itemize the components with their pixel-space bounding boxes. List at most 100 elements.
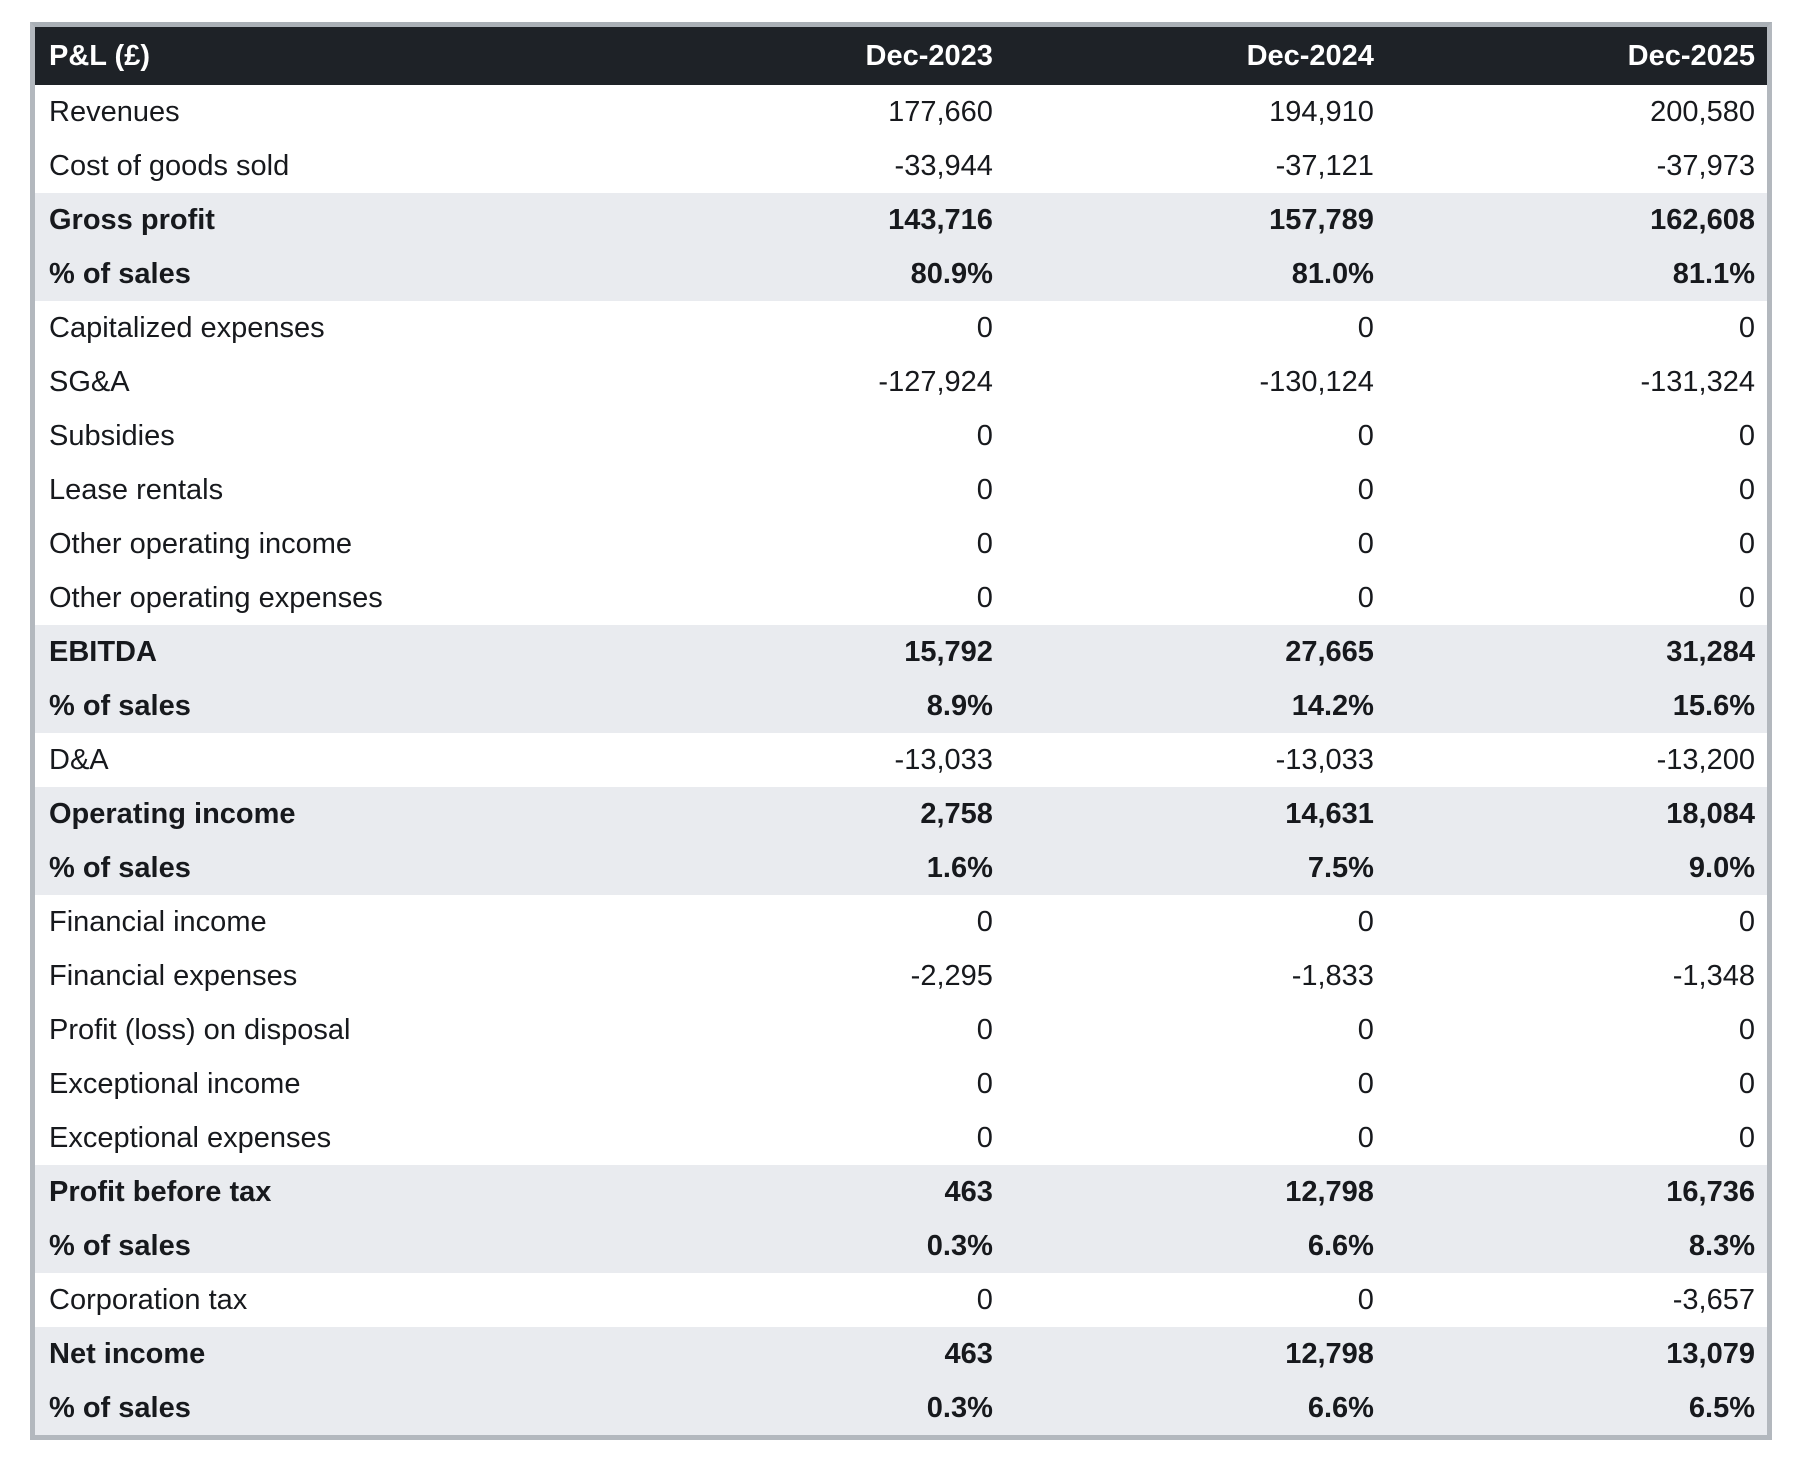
cell-value: 177,660 [623, 85, 1005, 139]
pl-table: P&L (£) Dec-2023 Dec-2024 Dec-2025 Reven… [35, 27, 1767, 1435]
row-label: % of sales [35, 1381, 624, 1435]
cell-value: -13,200 [1385, 733, 1767, 787]
row-label: % of sales [35, 841, 624, 895]
cell-value: 31,284 [1385, 625, 1767, 679]
table-row: % of sales 0.3% 6.6% 6.5% [35, 1381, 1767, 1435]
cell-value: -37,973 [1385, 139, 1767, 193]
row-label: Subsidies [35, 409, 624, 463]
cell-value: 80.9% [623, 247, 1005, 301]
cell-value: -1,348 [1385, 949, 1767, 1003]
cell-value: 463 [623, 1165, 1005, 1219]
cell-value: -2,295 [623, 949, 1005, 1003]
row-label: Capitalized expenses [35, 301, 624, 355]
cell-value: 8.3% [1385, 1219, 1767, 1273]
cell-value: 12,798 [1004, 1165, 1386, 1219]
table-row: % of sales 8.9% 14.2% 15.6% [35, 679, 1767, 733]
pl-statement-frame: P&L (£) Dec-2023 Dec-2024 Dec-2025 Reven… [30, 22, 1772, 1440]
row-label: Financial expenses [35, 949, 624, 1003]
row-label: Cost of goods sold [35, 139, 624, 193]
cell-value: 0 [1004, 409, 1386, 463]
cell-value: 0 [623, 1057, 1005, 1111]
cell-value: 0 [623, 463, 1005, 517]
cell-value: 81.1% [1385, 247, 1767, 301]
cell-value: 14,631 [1004, 787, 1386, 841]
cell-value: 0 [1385, 517, 1767, 571]
row-label: Other operating expenses [35, 571, 624, 625]
cell-value: 1.6% [623, 841, 1005, 895]
cell-value: 0 [1385, 409, 1767, 463]
row-label: Corporation tax [35, 1273, 624, 1327]
table-row: Revenues 177,660 194,910 200,580 [35, 85, 1767, 139]
cell-value: 0 [623, 1003, 1005, 1057]
cell-value: 0 [1004, 517, 1386, 571]
table-row: Capitalized expenses 0 0 0 [35, 301, 1767, 355]
row-label: EBITDA [35, 625, 624, 679]
cell-value: 6.5% [1385, 1381, 1767, 1435]
cell-value: 162,608 [1385, 193, 1767, 247]
cell-value: 8.9% [623, 679, 1005, 733]
table-row: Other operating income 0 0 0 [35, 517, 1767, 571]
table-row: SG&A -127,924 -130,124 -131,324 [35, 355, 1767, 409]
cell-value: 0 [1004, 1057, 1386, 1111]
cell-value: -130,124 [1004, 355, 1386, 409]
table-row: Profit (loss) on disposal 0 0 0 [35, 1003, 1767, 1057]
table-row: Financial expenses -2,295 -1,833 -1,348 [35, 949, 1767, 1003]
table-row: Subsidies 0 0 0 [35, 409, 1767, 463]
cell-value: 0 [1004, 1003, 1386, 1057]
cell-value: 6.6% [1004, 1381, 1386, 1435]
table-row: Profit before tax 463 12,798 16,736 [35, 1165, 1767, 1219]
table-row: Financial income 0 0 0 [35, 895, 1767, 949]
cell-value: -13,033 [623, 733, 1005, 787]
cell-value: 0 [623, 1111, 1005, 1165]
cell-value: 194,910 [1004, 85, 1386, 139]
cell-value: 15.6% [1385, 679, 1767, 733]
cell-value: 0 [1385, 463, 1767, 517]
row-label: % of sales [35, 679, 624, 733]
cell-value: -131,324 [1385, 355, 1767, 409]
cell-value: 157,789 [1004, 193, 1386, 247]
cell-value: 0 [623, 409, 1005, 463]
cell-value: 0.3% [623, 1381, 1005, 1435]
header-title-cell: P&L (£) [35, 27, 624, 85]
cell-value: 9.0% [1385, 841, 1767, 895]
cell-value: 200,580 [1385, 85, 1767, 139]
cell-value: 0.3% [623, 1219, 1005, 1273]
table-row: Corporation tax 0 0 -3,657 [35, 1273, 1767, 1327]
cell-value: 0 [623, 895, 1005, 949]
cell-value: 0 [1004, 301, 1386, 355]
row-label: Net income [35, 1327, 624, 1381]
cell-value: 13,079 [1385, 1327, 1767, 1381]
cell-value: -37,121 [1004, 139, 1386, 193]
row-label: Other operating income [35, 517, 624, 571]
cell-value: 7.5% [1004, 841, 1386, 895]
row-label: D&A [35, 733, 624, 787]
cell-value: 0 [1385, 1111, 1767, 1165]
cell-value: 463 [623, 1327, 1005, 1381]
cell-value: 0 [623, 1273, 1005, 1327]
header-row: P&L (£) Dec-2023 Dec-2024 Dec-2025 [35, 27, 1767, 85]
cell-value: 14.2% [1004, 679, 1386, 733]
cell-value: 27,665 [1004, 625, 1386, 679]
cell-value: 0 [1004, 571, 1386, 625]
header-col-dec-2025: Dec-2025 [1385, 27, 1767, 85]
row-label: Operating income [35, 787, 624, 841]
cell-value: 0 [1385, 571, 1767, 625]
table-row: Cost of goods sold -33,944 -37,121 -37,973 [35, 139, 1767, 193]
cell-value: -1,833 [1004, 949, 1386, 1003]
cell-value: 0 [623, 517, 1005, 571]
cell-value: 6.6% [1004, 1219, 1386, 1273]
table-row: Lease rentals 0 0 0 [35, 463, 1767, 517]
cell-value: 0 [1385, 301, 1767, 355]
table-row: Operating income 2,758 14,631 18,084 [35, 787, 1767, 841]
row-label: Lease rentals [35, 463, 624, 517]
cell-value: 0 [1385, 1003, 1767, 1057]
cell-value: 15,792 [623, 625, 1005, 679]
cell-value: -33,944 [623, 139, 1005, 193]
row-label: Profit before tax [35, 1165, 624, 1219]
cell-value: 0 [1385, 1057, 1767, 1111]
header-col-dec-2024: Dec-2024 [1004, 27, 1386, 85]
row-label: SG&A [35, 355, 624, 409]
table-row: % of sales 1.6% 7.5% 9.0% [35, 841, 1767, 895]
cell-value: 0 [1004, 895, 1386, 949]
cell-value: 0 [623, 301, 1005, 355]
